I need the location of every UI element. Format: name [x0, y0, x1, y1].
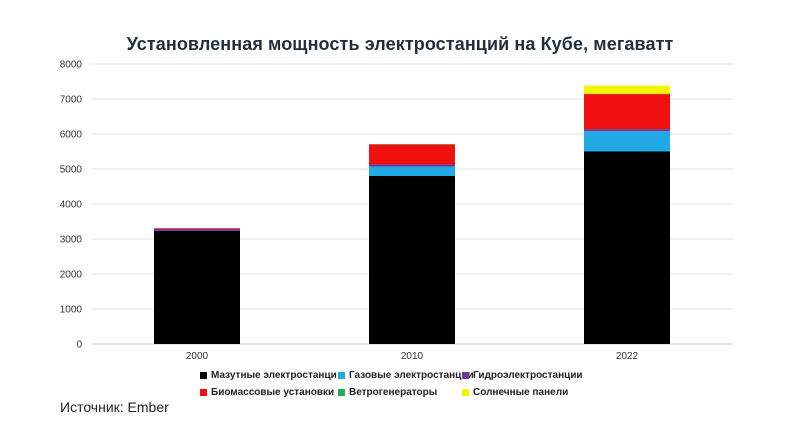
- bar-segment: [154, 228, 240, 229]
- legend-label: Биомассовые установки: [211, 387, 335, 398]
- bar-segment: [154, 230, 240, 344]
- legend-item: Ветрогенераторы: [338, 387, 456, 398]
- bar-segment: [369, 164, 455, 167]
- bar-segment: [584, 85, 670, 94]
- bar-segment: [584, 129, 670, 132]
- bar-segment: [584, 94, 670, 130]
- y-axis-ticks: 0 1000 2000 3000 4000 5000 6000 7000 8000: [60, 60, 83, 351]
- legend-label: Ветрогенераторы: [349, 387, 438, 398]
- chart-title: Установленная мощность электростанций на…: [126, 34, 674, 54]
- y-tick-label: 4000: [60, 200, 83, 211]
- y-tick-label: 5000: [60, 165, 83, 176]
- legend-item: Мазутные электростанци: [200, 370, 337, 381]
- legend-label: Мазутные электростанци: [211, 370, 337, 381]
- legend-swatch: [462, 372, 469, 379]
- y-tick-label: 7000: [60, 95, 83, 106]
- bars: [154, 85, 670, 344]
- bar-segment: [584, 151, 670, 344]
- x-axis-ticks: 2000 2010 2022: [186, 351, 639, 362]
- y-tick-label: 3000: [60, 235, 83, 246]
- y-tick-label: 1000: [60, 305, 83, 316]
- legend-item: Гидроэлектростанции: [462, 370, 602, 381]
- x-tick-label: 2010: [401, 351, 424, 362]
- bar-segment: [369, 166, 455, 176]
- legend-swatch: [462, 389, 469, 396]
- legend-label: Солнечные панели: [473, 387, 569, 398]
- bar-segment: [369, 144, 455, 165]
- legend-item: Газовые электростанции: [338, 370, 474, 381]
- x-tick-label: 2022: [616, 351, 639, 362]
- legend-swatch: [338, 389, 345, 396]
- legend-label: Гидроэлектростанции: [473, 370, 583, 381]
- source-note: Источник: Ember: [60, 399, 169, 415]
- bar-segment: [584, 131, 670, 152]
- legend-item: Солнечные панели: [462, 387, 602, 398]
- legend-swatch: [200, 389, 207, 396]
- bar-segment: [154, 228, 240, 231]
- bar-segment: [369, 176, 455, 344]
- legend: Мазутные электростанци Газовые электроста…: [200, 370, 620, 398]
- legend-swatch: [338, 372, 345, 379]
- y-tick-label: 2000: [60, 270, 83, 281]
- legend-swatch: [200, 372, 207, 379]
- y-tick-label: 8000: [60, 60, 83, 71]
- x-tick-label: 2000: [186, 351, 209, 362]
- y-tick-label: 0: [76, 340, 82, 351]
- y-tick-label: 6000: [60, 130, 83, 141]
- legend-item: Биомассовые установки: [200, 387, 335, 398]
- legend-label: Газовые электростанции: [349, 370, 474, 381]
